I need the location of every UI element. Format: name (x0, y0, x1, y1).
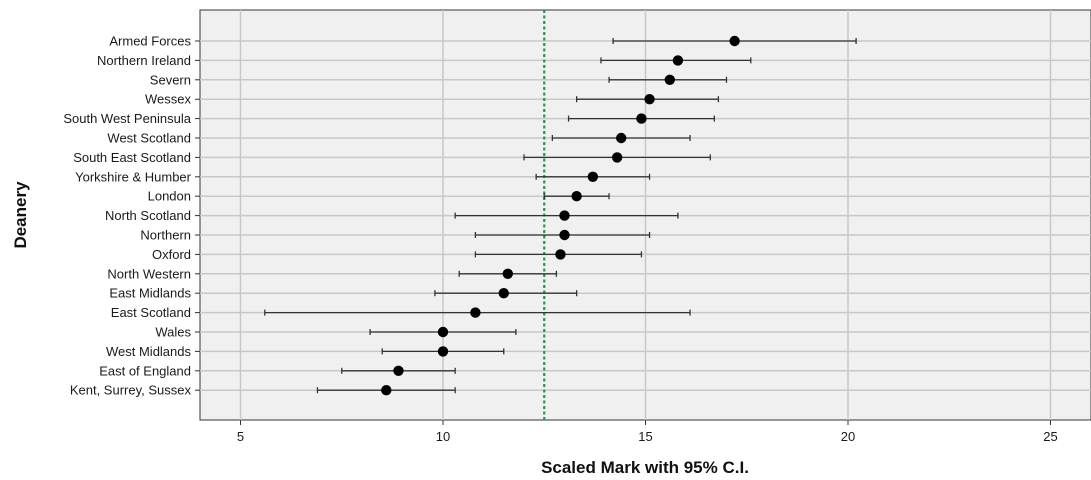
y-tick-label: London (148, 189, 191, 204)
mean-point (470, 307, 481, 318)
mean-point (555, 249, 566, 260)
y-tick-label: Severn (150, 72, 191, 87)
mean-point (636, 113, 647, 124)
mean-point (672, 55, 684, 66)
mean-point (502, 268, 513, 279)
x-tick-label: 25 (1043, 429, 1057, 444)
x-tick-label: 15 (638, 429, 652, 444)
y-tick-label: South East Scotland (73, 150, 191, 165)
y-tick-label: West Midlands (106, 344, 192, 359)
mean-point (437, 326, 449, 338)
x-axis-title: Scaled Mark with 95% C.I. (541, 458, 749, 477)
mean-point (393, 365, 404, 376)
y-tick-label: North Scotland (105, 208, 191, 223)
y-tick-label: Wales (155, 325, 191, 340)
y-tick-label: Armed Forces (109, 34, 191, 49)
x-tick-label: 10 (436, 429, 450, 444)
mean-point (664, 74, 675, 86)
y-tick-label: Wessex (145, 92, 191, 107)
y-tick-label: Northern Ireland (97, 53, 191, 68)
mean-point (559, 210, 570, 221)
mean-point (498, 288, 509, 299)
mean-point (559, 229, 570, 241)
y-tick-label: East Scotland (111, 305, 191, 320)
y-tick-label: Kent, Surrey, Sussex (70, 383, 192, 398)
y-tick-label: East Midlands (109, 286, 191, 301)
mean-point (616, 132, 627, 144)
y-axis-title: Deanery (11, 181, 30, 249)
mean-point (381, 385, 392, 396)
mean-point (729, 35, 740, 47)
y-tick-label: South West Peninsula (63, 111, 191, 126)
y-tick-label: Oxford (152, 247, 191, 262)
y-tick-label: West Scotland (107, 131, 191, 146)
mean-point (571, 191, 582, 202)
x-tick-label: 20 (841, 429, 855, 444)
y-tick-label: Northern (140, 228, 191, 243)
mean-point (437, 346, 449, 357)
mean-point (587, 171, 599, 182)
y-tick-label: East of England (99, 363, 191, 378)
mean-point (644, 94, 655, 105)
x-tick-label: 5 (237, 429, 244, 444)
mean-point (611, 152, 623, 163)
y-tick-label: North Western (107, 266, 191, 281)
y-tick-label: Yorkshire & Humber (75, 169, 192, 184)
